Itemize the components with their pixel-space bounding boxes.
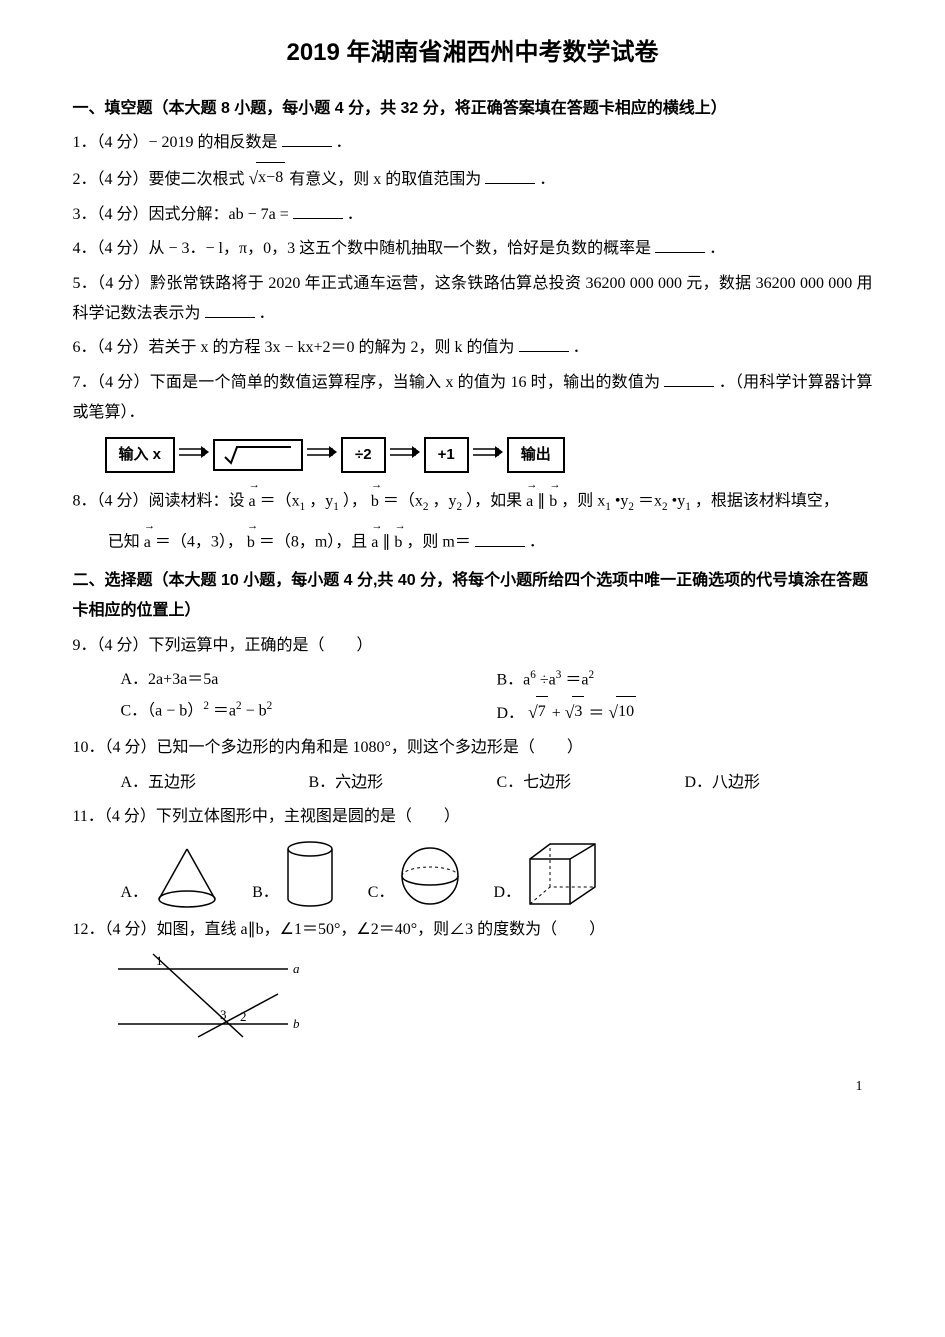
option-c: C． [368,844,464,909]
q4-text-a: 4．（4 分）从 − 3．− l，π，0，3 这五个数中随机抽取一个数，恰好是负… [73,240,652,257]
option-d: D．八边形 [685,768,873,798]
blank [664,370,714,387]
svg-text:3: 3 [220,1007,227,1022]
question-5: 5．（4 分）黔张常铁路将于 2020 年正式通车运营，这条铁路估算总投资 36… [73,269,873,330]
flow-div: ÷2 [341,437,386,474]
question-3: 3．（4 分）因式分解：ab − 7a = ． [73,200,873,230]
page-number: 1 [73,1074,873,1101]
flowchart: 输入 x ÷2 +1 输出 [105,437,873,474]
question-8: 8．（4 分）阅读材料：设 a ＝（x1 ，y1 ）， b ＝（x2 ，y2 ）… [73,481,873,518]
q2-text-b: 有意义，则 x 的取值范围为 [289,171,481,188]
option-b: B．a6 ÷a3 ＝a2 [497,665,873,696]
flow-sqrt [213,439,303,471]
arrow-icon [473,440,503,470]
arrow-icon [390,440,420,470]
svg-text:1: 1 [156,953,163,968]
cylinder-icon [283,839,338,909]
vector-b: b [371,481,379,517]
page-title: 2019 年湖南省湘西州中考数学试卷 [73,30,873,76]
option-d: D． 7 + 3 ＝ 10 [497,696,873,729]
blank [282,130,332,147]
question-11: 11．（4 分）下列立体图形中，主视图是圆的是（ ） [73,802,873,832]
q9-options: A．2a+3a＝5a B．a6 ÷a3 ＝a2 C．（a − b）2 ＝a2 −… [73,665,873,729]
svg-text:a: a [293,961,300,976]
blank [475,530,525,547]
q3-text-b: ． [347,206,363,223]
option-a: A．2a+3a＝5a [121,665,497,696]
question-7: 7．（4 分）下面是一个简单的数值运算程序，当输入 x 的值为 16 时，输出的… [73,368,873,429]
svg-text:2: 2 [240,1009,247,1024]
q4-text-b: ． [709,240,725,257]
q5-text-b: ． [259,305,275,322]
parallel-lines-icon: 1 2 3 a b [108,949,308,1039]
question-1: 1．（4 分）− 2019 的相反数是 ． [73,128,873,158]
q6-text-a: 6．（4 分）若关于 x 的方程 3x − kx+2＝0 的解为 2，则 k 的… [73,339,515,356]
question-2: 2．（4 分）要使二次根式 x−8 有意义，则 x 的取值范围为 ． [73,162,873,195]
question-9: 9．（4 分）下列运算中，正确的是（ ） [73,631,873,661]
q12-figure: 1 2 3 a b [73,949,873,1050]
question-6: 6．（4 分）若关于 x 的方程 3x − kx+2＝0 的解为 2，则 k 的… [73,333,873,363]
option-b: B．六边形 [309,768,497,798]
flow-add: +1 [424,437,469,474]
option-a: A． [121,844,223,909]
svg-text:b: b [293,1016,300,1031]
q7-text-a: 7．（4 分）下面是一个简单的数值运算程序，当输入 x 的值为 16 时，输出的… [73,374,661,391]
cone-icon [152,844,222,909]
question-10: 10．（4 分）已知一个多边形的内角和是 1080°，则这个多边形是（ ） [73,733,873,763]
flow-input: 输入 x [105,437,176,474]
blank [519,335,569,352]
option-d: D． [493,839,600,909]
blank [485,167,535,184]
sphere-icon [398,844,463,909]
option-b: B． [252,839,338,909]
option-c: C．七边形 [497,768,685,798]
q2-text-c: ． [539,171,555,188]
q1-text-b: ． [336,134,352,151]
question-12: 12．（4 分）如图，直线 a∥b，∠1＝50°，∠2＝40°，则∠3 的度数为… [73,915,873,945]
vector-a: a [249,481,256,517]
cube-icon [525,839,600,909]
arrow-icon [179,440,209,470]
question-4: 4．（4 分）从 − 3．− l，π，0，3 这五个数中随机抽取一个数，恰好是负… [73,234,873,264]
q11-figures: A． B． C． D． [73,839,873,909]
section1-header: 一、填空题（本大题 8 小题，每小题 4 分，共 32 分，将正确答案填在答题卡… [73,94,873,124]
sqrt-expr: x−8 [249,162,286,195]
arrow-icon [307,440,337,470]
option-a: A．五边形 [121,768,309,798]
q5-text-a: 5．（4 分）黔张常铁路将于 2020 年正式通车运营，这条铁路估算总投资 36… [73,275,873,322]
blank [205,301,255,318]
q1-text-a: 1．（4 分）− 2019 的相反数是 [73,134,278,151]
question-8-line2: 已知 a ＝（4，3）， b ＝（8，m），且 a ∥ b ，则 m＝ ． [73,522,873,558]
q10-options: A．五边形 B．六边形 C．七边形 D．八边形 [73,768,873,798]
q2-text-a: 2．（4 分）要使二次根式 [73,171,245,188]
blank [655,236,705,253]
q6-text-b: ． [573,339,589,356]
section2-header: 二、选择题（本大题 10 小题，每小题 4 分,共 40 分，将每个小题所给四个… [73,566,873,627]
flow-output: 输出 [507,437,565,474]
blank [293,202,343,219]
option-c: C．（a − b）2 ＝a2 − b2 [121,696,497,729]
q3-text-a: 3．（4 分）因式分解：ab − 7a = [73,206,289,223]
